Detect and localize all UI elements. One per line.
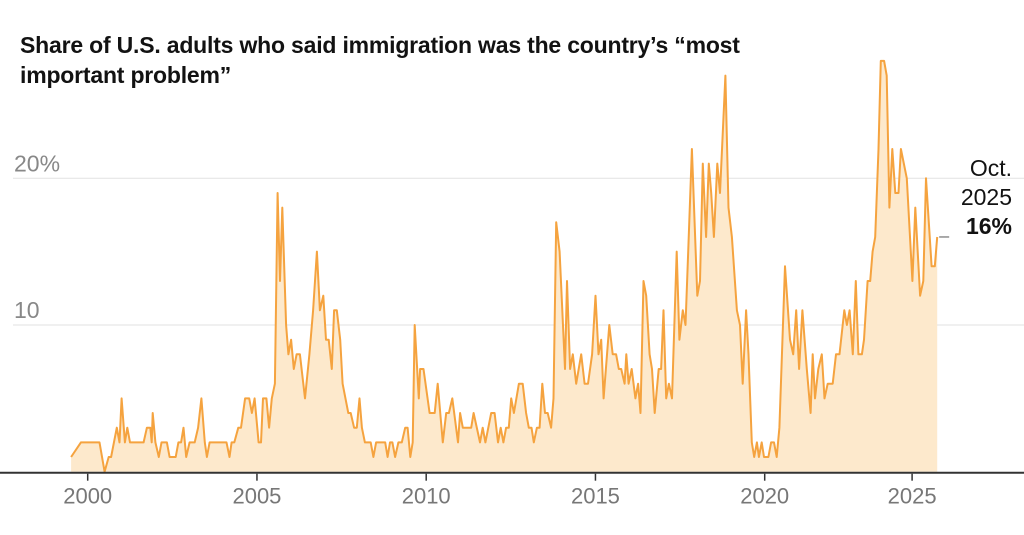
annotation-year: 2025 bbox=[961, 184, 1012, 210]
x-tick-label: 2005 bbox=[232, 484, 281, 509]
y-ticks: 10 20% bbox=[14, 150, 60, 323]
annotation-month: Oct. bbox=[970, 155, 1012, 181]
y-tick-label: 10 bbox=[14, 297, 40, 323]
x-tick-label: 2000 bbox=[63, 484, 112, 509]
x-tick-label: 2015 bbox=[571, 484, 620, 509]
x-tick-label: 2010 bbox=[402, 484, 451, 509]
y-tick-label: 20% bbox=[14, 150, 60, 176]
annotation-value: 16% bbox=[966, 213, 1012, 239]
series-line bbox=[70, 59, 939, 473]
chart-title: Share of U.S. adults who said immigratio… bbox=[20, 32, 740, 88]
area-fill bbox=[71, 60, 938, 472]
x-ticks: 2000 2005 2010 2015 2020 2025 bbox=[63, 473, 937, 509]
x-tick-label: 2020 bbox=[740, 484, 789, 509]
x-tick-label: 2025 bbox=[888, 484, 937, 509]
